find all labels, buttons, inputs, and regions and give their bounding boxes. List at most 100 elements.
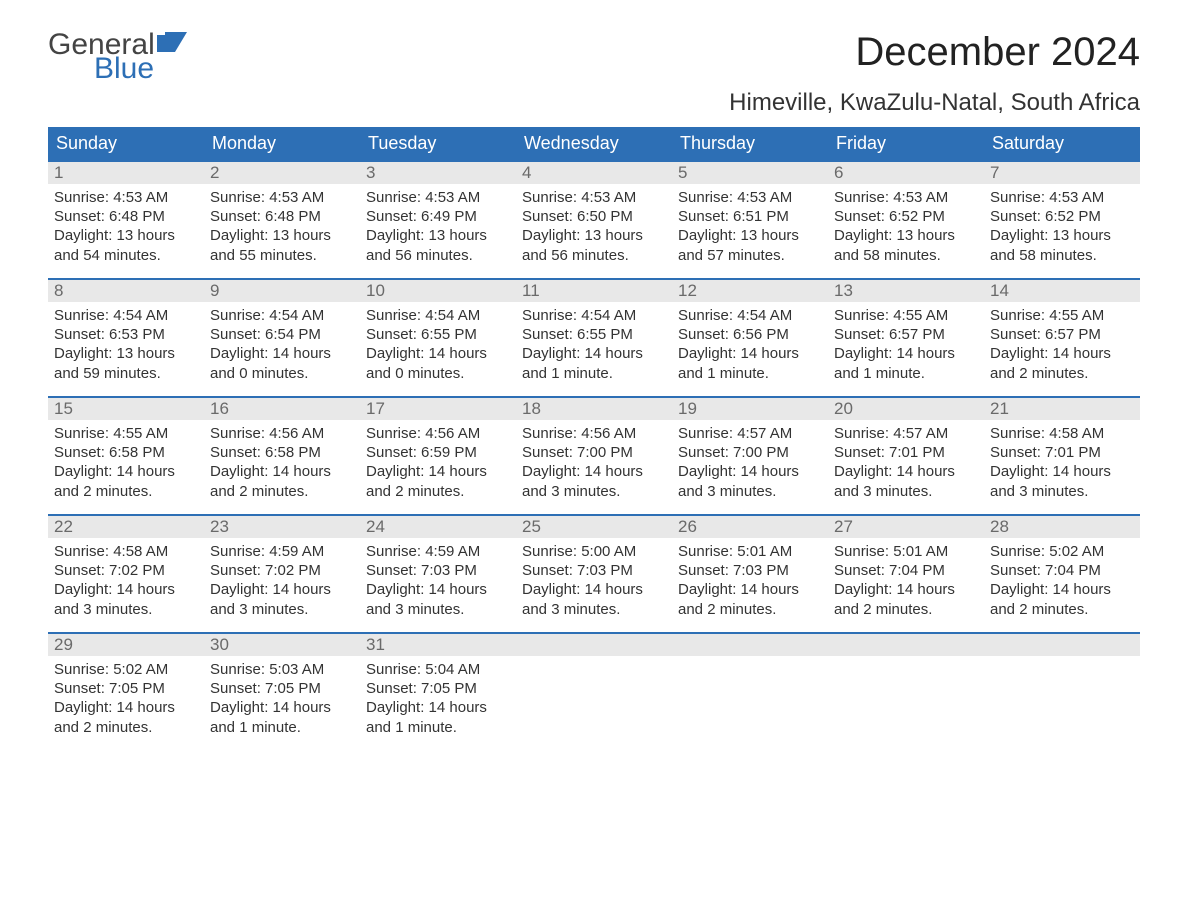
day-number: 15 (48, 398, 204, 420)
sunset-line: Sunset: 6:54 PM (210, 325, 354, 344)
calendar-header-cell: Saturday (984, 127, 1140, 160)
sunset-line: Sunset: 6:55 PM (522, 325, 666, 344)
daylight-line-1: Daylight: 13 hours (990, 226, 1134, 245)
calendar-day-cell: 3Sunrise: 4:53 AMSunset: 6:49 PMDaylight… (360, 162, 516, 274)
sunrise-line: Sunrise: 5:00 AM (522, 542, 666, 561)
sunset-line: Sunset: 7:01 PM (990, 443, 1134, 462)
daylight-line-1: Daylight: 14 hours (210, 580, 354, 599)
page-title: December 2024 (729, 30, 1140, 75)
day-number (672, 634, 828, 656)
day-details: Sunrise: 4:57 AMSunset: 7:01 PMDaylight:… (828, 420, 984, 507)
day-number: 26 (672, 516, 828, 538)
sunrise-line: Sunrise: 4:59 AM (210, 542, 354, 561)
day-number: 5 (672, 162, 828, 184)
daylight-line-1: Daylight: 13 hours (366, 226, 510, 245)
daylight-line-2: and 1 minute. (678, 364, 822, 383)
sunrise-line: Sunrise: 4:58 AM (54, 542, 198, 561)
day-details: Sunrise: 4:54 AMSunset: 6:55 PMDaylight:… (360, 302, 516, 389)
sunset-line: Sunset: 6:52 PM (834, 207, 978, 226)
calendar-header-row: SundayMondayTuesdayWednesdayThursdayFrid… (48, 127, 1140, 160)
calendar-day-cell: 24Sunrise: 4:59 AMSunset: 7:03 PMDayligh… (360, 516, 516, 628)
sunset-line: Sunset: 7:02 PM (54, 561, 198, 580)
daylight-line-2: and 3 minutes. (366, 600, 510, 619)
day-details: Sunrise: 4:53 AMSunset: 6:48 PMDaylight:… (204, 184, 360, 271)
day-details: Sunrise: 4:54 AMSunset: 6:53 PMDaylight:… (48, 302, 204, 389)
calendar-day-cell: 11Sunrise: 4:54 AMSunset: 6:55 PMDayligh… (516, 280, 672, 392)
daylight-line-2: and 2 minutes. (54, 718, 198, 737)
sunset-line: Sunset: 6:53 PM (54, 325, 198, 344)
sunset-line: Sunset: 7:03 PM (366, 561, 510, 580)
daylight-line-2: and 57 minutes. (678, 246, 822, 265)
sunset-line: Sunset: 7:05 PM (54, 679, 198, 698)
day-details: Sunrise: 4:56 AMSunset: 6:59 PMDaylight:… (360, 420, 516, 507)
day-number: 13 (828, 280, 984, 302)
sunset-line: Sunset: 6:55 PM (366, 325, 510, 344)
day-number: 29 (48, 634, 204, 656)
day-details: Sunrise: 4:53 AMSunset: 6:48 PMDaylight:… (48, 184, 204, 271)
sunrise-line: Sunrise: 4:53 AM (54, 188, 198, 207)
sunrise-line: Sunrise: 4:57 AM (834, 424, 978, 443)
calendar-day-cell: 4Sunrise: 4:53 AMSunset: 6:50 PMDaylight… (516, 162, 672, 274)
daylight-line-1: Daylight: 14 hours (990, 344, 1134, 363)
sunrise-line: Sunrise: 4:56 AM (522, 424, 666, 443)
day-number: 14 (984, 280, 1140, 302)
day-number: 16 (204, 398, 360, 420)
day-details: Sunrise: 4:53 AMSunset: 6:50 PMDaylight:… (516, 184, 672, 271)
calendar-day-cell: 16Sunrise: 4:56 AMSunset: 6:58 PMDayligh… (204, 398, 360, 510)
sunrise-line: Sunrise: 5:01 AM (834, 542, 978, 561)
calendar-day-cell: 1Sunrise: 4:53 AMSunset: 6:48 PMDaylight… (48, 162, 204, 274)
day-details: Sunrise: 5:01 AMSunset: 7:04 PMDaylight:… (828, 538, 984, 625)
daylight-line-2: and 58 minutes. (990, 246, 1134, 265)
day-details (828, 656, 984, 666)
day-details: Sunrise: 4:55 AMSunset: 6:57 PMDaylight:… (984, 302, 1140, 389)
daylight-line-2: and 0 minutes. (210, 364, 354, 383)
calendar-day-cell: 20Sunrise: 4:57 AMSunset: 7:01 PMDayligh… (828, 398, 984, 510)
header-bar: General Blue December 2024 Himeville, Kw… (48, 30, 1140, 117)
daylight-line-1: Daylight: 14 hours (54, 580, 198, 599)
day-details: Sunrise: 5:04 AMSunset: 7:05 PMDaylight:… (360, 656, 516, 743)
sunrise-line: Sunrise: 4:53 AM (678, 188, 822, 207)
calendar-week-row: 1Sunrise: 4:53 AMSunset: 6:48 PMDaylight… (48, 160, 1140, 274)
sunrise-line: Sunrise: 4:55 AM (54, 424, 198, 443)
day-details: Sunrise: 5:02 AMSunset: 7:05 PMDaylight:… (48, 656, 204, 743)
day-details: Sunrise: 4:53 AMSunset: 6:52 PMDaylight:… (828, 184, 984, 271)
sunset-line: Sunset: 7:05 PM (210, 679, 354, 698)
daylight-line-1: Daylight: 14 hours (678, 462, 822, 481)
sunrise-line: Sunrise: 4:58 AM (990, 424, 1134, 443)
calendar-day-cell: 13Sunrise: 4:55 AMSunset: 6:57 PMDayligh… (828, 280, 984, 392)
flag-icon (157, 32, 187, 56)
day-details: Sunrise: 4:54 AMSunset: 6:54 PMDaylight:… (204, 302, 360, 389)
daylight-line-1: Daylight: 14 hours (366, 462, 510, 481)
sunset-line: Sunset: 6:51 PM (678, 207, 822, 226)
calendar-day-cell (516, 634, 672, 746)
day-number: 10 (360, 280, 516, 302)
day-number: 28 (984, 516, 1140, 538)
daylight-line-2: and 1 minute. (210, 718, 354, 737)
daylight-line-2: and 1 minute. (522, 364, 666, 383)
calendar-day-cell (672, 634, 828, 746)
day-details: Sunrise: 4:55 AMSunset: 6:57 PMDaylight:… (828, 302, 984, 389)
daylight-line-1: Daylight: 14 hours (522, 344, 666, 363)
sunset-line: Sunset: 6:52 PM (990, 207, 1134, 226)
logo: General Blue (48, 30, 187, 84)
daylight-line-1: Daylight: 14 hours (678, 344, 822, 363)
sunset-line: Sunset: 7:04 PM (990, 561, 1134, 580)
daylight-line-1: Daylight: 14 hours (990, 462, 1134, 481)
sunset-line: Sunset: 6:58 PM (210, 443, 354, 462)
day-number: 9 (204, 280, 360, 302)
calendar-day-cell: 6Sunrise: 4:53 AMSunset: 6:52 PMDaylight… (828, 162, 984, 274)
sunrise-line: Sunrise: 4:56 AM (210, 424, 354, 443)
calendar-day-cell: 8Sunrise: 4:54 AMSunset: 6:53 PMDaylight… (48, 280, 204, 392)
day-number: 8 (48, 280, 204, 302)
day-details: Sunrise: 4:59 AMSunset: 7:03 PMDaylight:… (360, 538, 516, 625)
sunset-line: Sunset: 6:56 PM (678, 325, 822, 344)
sunrise-line: Sunrise: 5:04 AM (366, 660, 510, 679)
sunrise-line: Sunrise: 4:53 AM (210, 188, 354, 207)
calendar-day-cell: 14Sunrise: 4:55 AMSunset: 6:57 PMDayligh… (984, 280, 1140, 392)
day-details (984, 656, 1140, 666)
sunset-line: Sunset: 7:05 PM (366, 679, 510, 698)
daylight-line-1: Daylight: 14 hours (366, 344, 510, 363)
sunset-line: Sunset: 7:03 PM (522, 561, 666, 580)
daylight-line-1: Daylight: 14 hours (834, 462, 978, 481)
calendar-week-row: 29Sunrise: 5:02 AMSunset: 7:05 PMDayligh… (48, 632, 1140, 746)
